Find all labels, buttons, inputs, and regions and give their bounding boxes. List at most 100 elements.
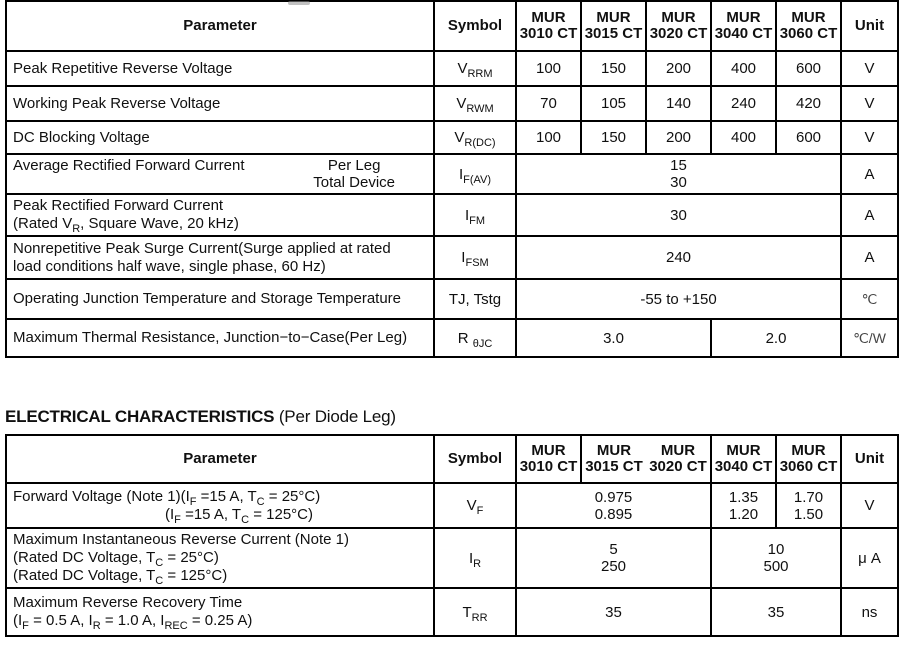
col-header-mur3020ct: MUR 3020 CT xyxy=(645,0,712,52)
row-vrdc: DC Blocking Voltage VR(DC) 100 150 200 4… xyxy=(5,120,899,155)
unit-cell: A xyxy=(840,193,899,237)
unit-cell: ns xyxy=(840,587,899,637)
value-cell: 600 xyxy=(775,120,842,155)
total-device-label: Total Device xyxy=(313,174,395,191)
col-header-parameter: Parameter xyxy=(5,434,435,484)
value-cell: 400 xyxy=(710,120,777,155)
row-vrwm: Working Peak Reverse Voltage VRWM 70 105… xyxy=(5,85,899,122)
value-line: 1.35 xyxy=(728,488,759,506)
value-line: 250 xyxy=(600,558,627,575)
electrical-characteristics-table: Parameter Symbol MUR 3010 CT MUR 3015 CT… xyxy=(5,434,899,637)
row-rthjc: Maximum Thermal Resistance, Junction−to−… xyxy=(5,318,899,358)
value-cell-merged: 35 xyxy=(710,587,842,637)
param-line: Operating Junction Temperature and Stora… xyxy=(13,290,402,307)
unit-cell: V xyxy=(840,120,899,155)
symbol-cell: VRRM xyxy=(433,50,517,87)
col-header-mur3015ct: MUR 3015 CT xyxy=(580,0,647,52)
value-cell: 1.35 1.20 xyxy=(710,482,777,529)
param-line: Average Rectified Forward Current Per Le… xyxy=(13,157,429,191)
param-line: Forward Voltage (Note 1)(IF =15 A, TC = … xyxy=(13,487,321,508)
unit-cell: V xyxy=(840,50,899,87)
value-cell-merged: 30 xyxy=(515,193,842,237)
symbol-cell: IR xyxy=(433,527,517,589)
param-cell: Maximum Reverse Recovery Time (IF = 0.5 … xyxy=(5,587,435,637)
param-cell: Working Peak Reverse Voltage xyxy=(5,85,435,122)
param-line: (Rated DC Voltage, TC = 125°C) xyxy=(13,567,228,587)
param-line: Maximum Thermal Resistance, Junction−to−… xyxy=(13,329,408,346)
value-cell: 600 xyxy=(775,50,842,87)
param-cell: Maximum Instantaneous Reverse Current (N… xyxy=(5,527,435,589)
value-cell-merged: 0.975 0.895 xyxy=(515,482,712,529)
param-line: (IF = 0.5 A, IR = 1.0 A, IREC = 0.25 A) xyxy=(13,612,253,632)
value-cell-merged-right: 2.0 xyxy=(710,318,842,358)
param-cell: Peak Rectified Forward Current (Rated VR… xyxy=(5,193,435,237)
row-trr: Maximum Reverse Recovery Time (IF = 0.5 … xyxy=(5,587,899,637)
max-ratings-table: Parameter Symbol MUR 3010 CT MUR 3015 CT… xyxy=(5,0,899,358)
col-header-mur3010ct: MUR 3010 CT xyxy=(515,434,582,484)
param-line: (Rated DC Voltage, TC = 25°C) xyxy=(13,549,219,569)
param-line: load conditions half wave, single phase,… xyxy=(13,257,326,275)
symbol-cell: R θJC xyxy=(433,318,517,358)
t1-header-row: Parameter Symbol MUR 3010 CT MUR 3015 CT… xyxy=(5,0,899,52)
electrical-characteristics-heading: ELECTRICAL CHARACTERISTICS (Per Diode Le… xyxy=(5,406,902,427)
param-cell: DC Blocking Voltage xyxy=(5,120,435,155)
value-line: 10 xyxy=(767,541,785,558)
col-header-mur3020ct: MUR 3020 CT xyxy=(646,434,712,484)
value-cell: 420 xyxy=(775,85,842,122)
symbol-cell: IF(AV) xyxy=(433,153,517,195)
value-cell: 240 xyxy=(710,85,777,122)
unit-cell: ℃/W xyxy=(840,318,899,358)
per-leg-total-device: Per Leg Total Device xyxy=(313,157,395,191)
symbol-cell: TRR xyxy=(433,587,517,637)
value-line: 5 xyxy=(609,541,618,558)
value-cell: 200 xyxy=(645,50,712,87)
value-cell: 70 xyxy=(515,85,582,122)
col-header-symbol: Symbol xyxy=(433,0,517,52)
row-tj-tstg: Operating Junction Temperature and Stora… xyxy=(5,278,899,320)
value-line: 1.20 xyxy=(728,505,759,523)
param-line: Nonrepetitive Peak Surge Current(Surge a… xyxy=(13,239,391,257)
value-cell-merged: 10 500 xyxy=(710,527,842,589)
value-cell: 150 xyxy=(580,120,647,155)
value-cell-merged: 15 30 xyxy=(515,153,842,195)
row-vrrm: Peak Repetitive Reverse Voltage VRRM 100… xyxy=(5,50,899,87)
col-header-symbol: Symbol xyxy=(433,434,517,484)
col-header-parameter: Parameter xyxy=(5,0,435,52)
symbol-cell: VF xyxy=(433,482,517,529)
param-cell: Peak Repetitive Reverse Voltage xyxy=(5,50,435,87)
symbol-cell: VR(DC) xyxy=(433,120,517,155)
row-ifsm: Nonrepetitive Peak Surge Current(Surge a… xyxy=(5,235,899,280)
value-cell: 140 xyxy=(645,85,712,122)
heading-normal-text: (Per Diode Leg) xyxy=(274,407,396,426)
t2-header-row: Parameter Symbol MUR 3010 CT MUR 3015 CT… xyxy=(5,434,899,484)
value-line: 15 xyxy=(670,157,687,174)
param-cell: Maximum Thermal Resistance, Junction−to−… xyxy=(5,318,435,358)
col-header-unit: Unit xyxy=(840,434,899,484)
unit-cell: V xyxy=(840,85,899,122)
unit-cell: A xyxy=(840,235,899,280)
col-header-mur3060ct: MUR 3060 CT xyxy=(775,0,842,52)
value-cell: 100 xyxy=(515,50,582,87)
param-cell: Operating Junction Temperature and Stora… xyxy=(5,278,435,320)
cropped-content-artifact xyxy=(288,1,310,5)
value-line: 30 xyxy=(670,174,687,191)
param-cell: Forward Voltage (Note 1)(IF =15 A, TC = … xyxy=(5,482,435,529)
unit-cell: ℃ xyxy=(840,278,899,320)
symbol-cell: IFM xyxy=(433,193,517,237)
param-line: (IF =15 A, TC = 125°C) xyxy=(165,505,313,526)
param-cell: Nonrepetitive Peak Surge Current(Surge a… xyxy=(5,235,435,280)
value-cell: 200 xyxy=(645,120,712,155)
col-header-unit: Unit xyxy=(840,0,899,52)
param-line: Maximum Reverse Recovery Time xyxy=(13,594,243,611)
row-vf: Forward Voltage (Note 1)(IF =15 A, TC = … xyxy=(5,482,899,529)
value-cell-merged: 5 250 xyxy=(515,527,712,589)
value-line: 0.975 xyxy=(594,488,633,506)
col-header-mur3060ct: MUR 3060 CT xyxy=(775,434,842,484)
value-cell-merged: 35 xyxy=(515,587,712,637)
param-line: Peak Rectified Forward Current xyxy=(13,197,224,214)
unit-cell: V xyxy=(840,482,899,529)
heading-bold-text: ELECTRICAL CHARACTERISTICS xyxy=(5,407,275,426)
param-line: Maximum Instantaneous Reverse Current (N… xyxy=(13,531,349,548)
value-cell: 105 xyxy=(580,85,647,122)
value-cell-merged: -55 to +150 xyxy=(515,278,842,320)
